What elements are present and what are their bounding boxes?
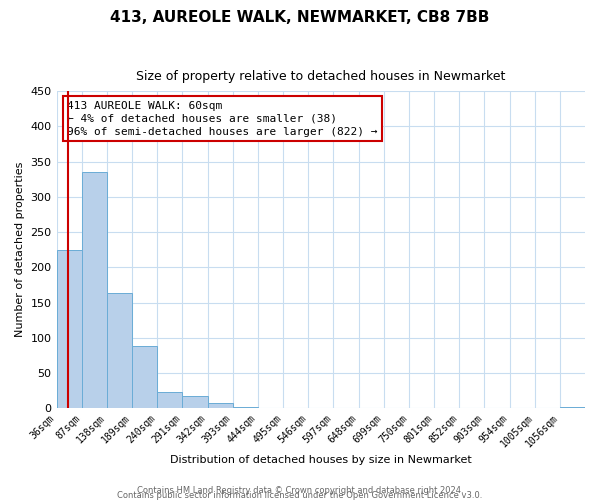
Title: Size of property relative to detached houses in Newmarket: Size of property relative to detached ho… <box>136 70 505 83</box>
Bar <box>157 392 182 408</box>
X-axis label: Distribution of detached houses by size in Newmarket: Distribution of detached houses by size … <box>170 455 472 465</box>
Text: 413, AUREOLE WALK, NEWMARKET, CB8 7BB: 413, AUREOLE WALK, NEWMARKET, CB8 7BB <box>110 10 490 25</box>
Text: Contains HM Land Registry data © Crown copyright and database right 2024.: Contains HM Land Registry data © Crown c… <box>137 486 463 495</box>
Bar <box>208 404 233 408</box>
Bar <box>182 396 208 408</box>
Bar <box>107 294 132 408</box>
Text: 413 AUREOLE WALK: 60sqm
← 4% of detached houses are smaller (38)
96% of semi-det: 413 AUREOLE WALK: 60sqm ← 4% of detached… <box>67 100 377 137</box>
Y-axis label: Number of detached properties: Number of detached properties <box>15 162 25 338</box>
Text: Contains public sector information licensed under the Open Government Licence v3: Contains public sector information licen… <box>118 491 482 500</box>
Bar <box>56 250 82 408</box>
Bar <box>132 346 157 408</box>
Bar <box>233 407 258 408</box>
Bar <box>560 407 585 408</box>
Bar <box>82 172 107 408</box>
